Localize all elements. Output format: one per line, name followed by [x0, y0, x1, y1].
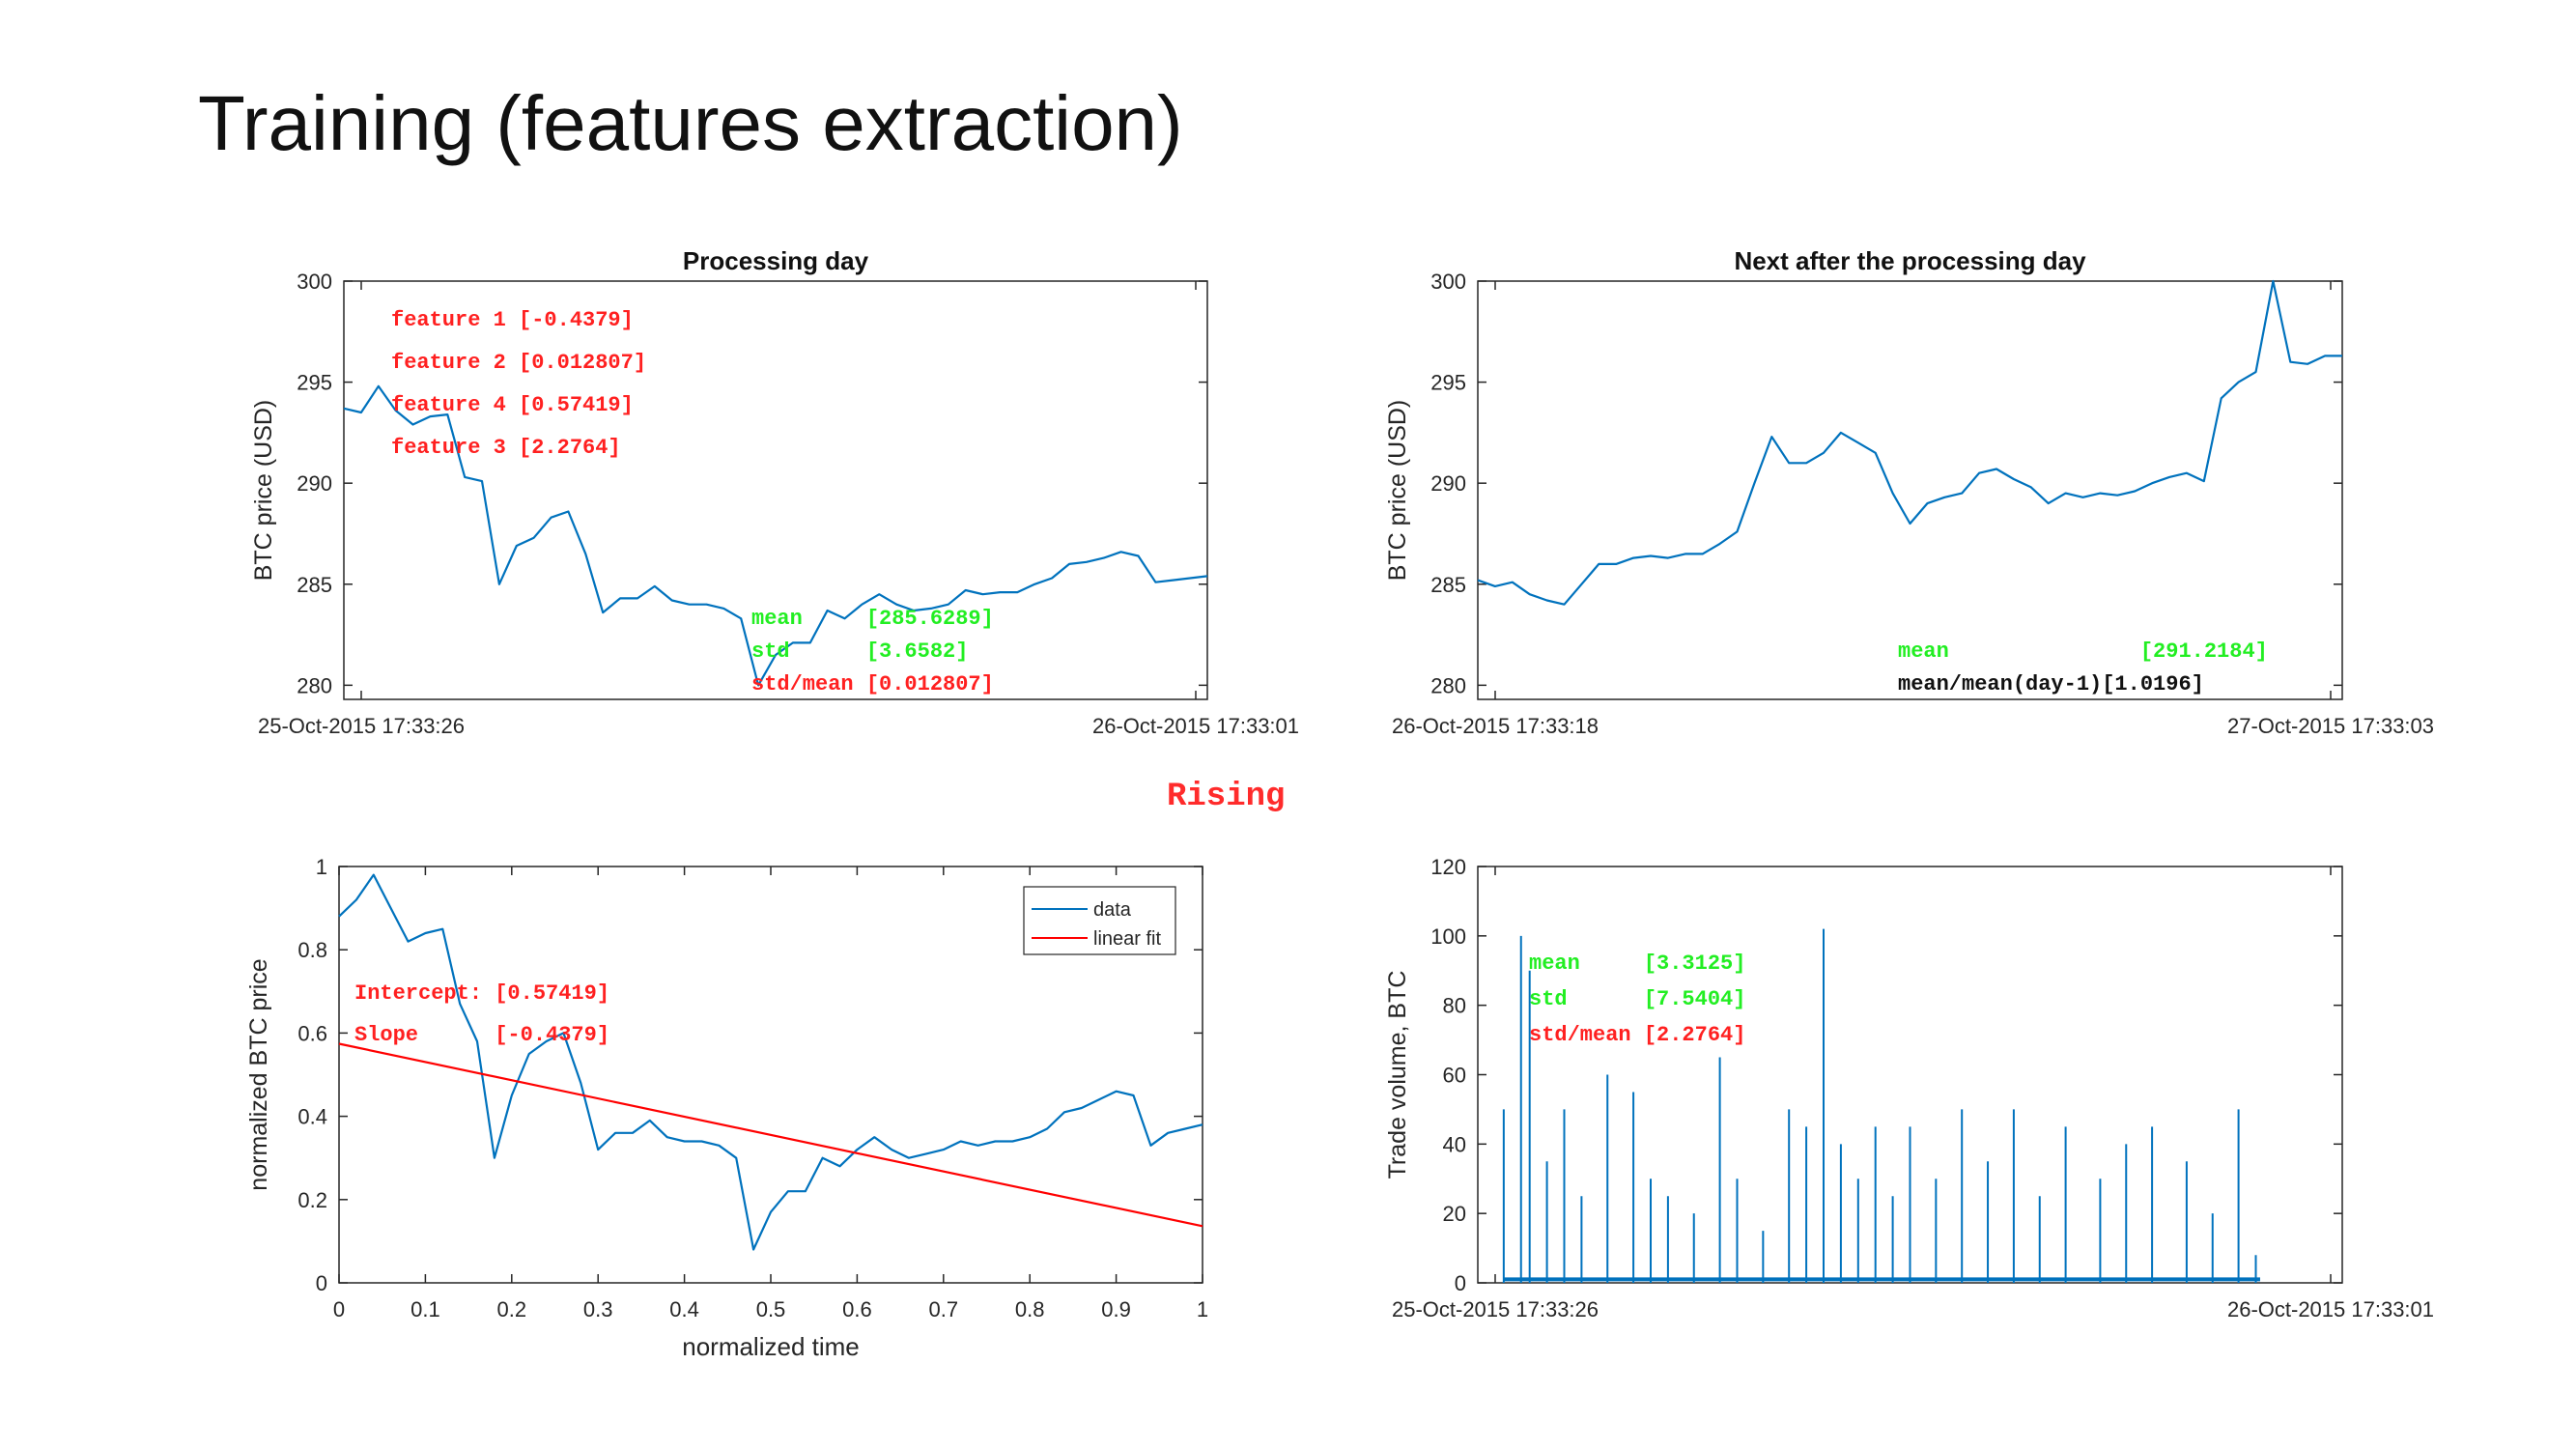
x-tick-label: 0.2 [497, 1297, 527, 1321]
x-tick-label: 26-Oct-2015 17:33:01 [2227, 1297, 2434, 1321]
x-tick-label: 0.9 [1101, 1297, 1131, 1321]
x-axis-label: normalized time [682, 1332, 860, 1361]
y-tick-label: 295 [297, 371, 332, 395]
linear-fit-line [338, 1042, 1203, 1228]
data-line [338, 873, 1203, 1251]
x-tick-label: 0.4 [669, 1297, 699, 1321]
y-tick-label: 0 [316, 1271, 327, 1295]
annotation-text: Intercept: [0.57419] [354, 981, 609, 1006]
y-tick-label: 0.4 [297, 1105, 327, 1129]
x-tick-label: 0.3 [583, 1297, 613, 1321]
trend-label: Rising [1167, 779, 1286, 815]
x-tick-label: 25-Oct-2015 17:33:26 [258, 714, 465, 738]
y-tick-label: 280 [297, 673, 332, 697]
annotation-text: mean [3.3125] [1529, 952, 1745, 976]
annotation-text: std [7.5404] [1529, 987, 1745, 1011]
x-tick-label: 0.5 [756, 1297, 786, 1321]
y-tick-label: 0 [1455, 1271, 1466, 1295]
y-axis-label: BTC price (USD) [1384, 400, 1411, 582]
y-axis-label: BTC price (USD) [250, 400, 277, 582]
annotation-text: std/mean [0.012807] [751, 672, 994, 696]
y-tick-label: 100 [1430, 924, 1466, 949]
price-line [343, 384, 1208, 687]
y-tick-label: 280 [1430, 673, 1466, 697]
y-tick-label: 285 [297, 573, 332, 597]
annotation-text: Slope [-0.4379] [354, 1023, 609, 1047]
annotation-text: std/mean [2.2764] [1529, 1023, 1745, 1047]
y-tick-label: 40 [1443, 1132, 1466, 1156]
x-tick-label: 26-Oct-2015 17:33:18 [1392, 714, 1599, 738]
x-tick-label: 26-Oct-2015 17:33:01 [1092, 714, 1299, 738]
annotation-text: mean/mean(day-1)[1.0196] [1898, 672, 2204, 696]
x-tick-label: 1 [1197, 1297, 1208, 1321]
annotation-text: feature 4 [0.57419] [391, 393, 634, 417]
y-axis-label: normalized BTC price [245, 958, 272, 1190]
y-tick-label: 0.6 [297, 1021, 327, 1045]
y-tick-label: 0.8 [297, 938, 327, 962]
annotation-text: mean [285.6289] [751, 607, 994, 631]
annotation-text: feature 1 [-0.4379] [391, 308, 634, 332]
x-tick-label: 0.7 [929, 1297, 959, 1321]
y-tick-label: 80 [1443, 994, 1466, 1018]
chart-title: Next after the processing day [1734, 246, 2086, 275]
y-tick-label: 0.2 [297, 1188, 327, 1212]
x-tick-label: 0.8 [1015, 1297, 1045, 1321]
y-tick-label: 1 [316, 855, 327, 879]
annotation-text: mean [291.2184] [1898, 639, 2268, 664]
x-tick-label: 0.6 [842, 1297, 872, 1321]
plot-area [1477, 280, 2343, 700]
y-axis-label: Trade volume, BTC [1384, 971, 1411, 1179]
x-tick-label: 27-Oct-2015 17:33:03 [2227, 714, 2434, 738]
x-tick-label: 25-Oct-2015 17:33:26 [1392, 1297, 1599, 1321]
legend-box [1023, 886, 1176, 955]
slide-title: Training (features extraction) [198, 80, 1183, 166]
legend-label: data [1093, 899, 1132, 921]
y-tick-label: 285 [1430, 573, 1466, 597]
annotation-text: feature 2 [0.012807] [391, 351, 646, 375]
annotation-text: feature 3 [2.2764] [391, 436, 621, 460]
x-tick-label: 0.1 [410, 1297, 440, 1321]
chart-title: Processing day [683, 246, 869, 275]
y-tick-label: 20 [1443, 1202, 1466, 1226]
y-tick-label: 290 [1430, 471, 1466, 496]
annotation-text: std [3.6582] [751, 639, 968, 664]
y-tick-label: 60 [1443, 1064, 1466, 1088]
price-line [1477, 279, 2342, 606]
y-tick-label: 295 [1430, 371, 1466, 395]
y-tick-label: 120 [1430, 855, 1466, 879]
plot-area [343, 280, 1208, 700]
y-tick-label: 300 [297, 270, 332, 294]
legend-label: linear fit [1093, 928, 1161, 950]
y-tick-label: 300 [1430, 270, 1466, 294]
x-tick-label: 0 [333, 1297, 345, 1321]
y-tick-label: 290 [297, 471, 332, 496]
